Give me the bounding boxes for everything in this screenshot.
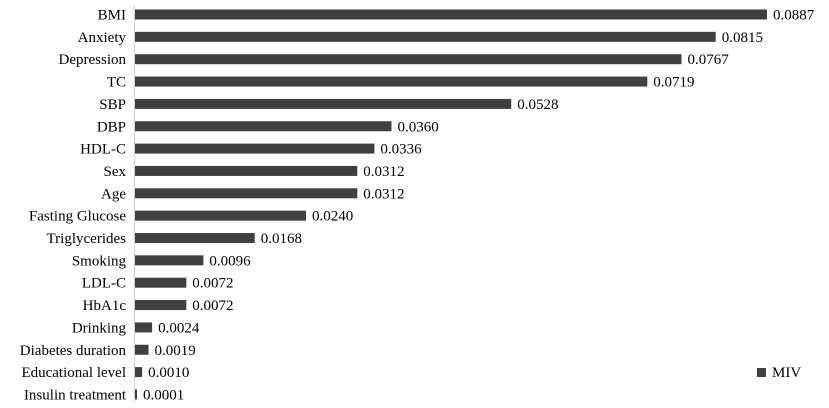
category-label-hdl-c: HDL-C — [80, 142, 126, 158]
value-label-smoking: 0.0096 — [209, 253, 251, 269]
bar-tc — [135, 76, 648, 87]
value-labels: 0.0887 0.0815 0.0767 0.0719 0.0528 0.0360 0.03… — [143, 8, 815, 404]
legend-swatch — [757, 368, 766, 377]
category-label-ldl-c: LDL-C — [82, 276, 126, 292]
bar-sbp — [135, 98, 512, 109]
category-label-tc: TC — [107, 75, 126, 91]
value-label-hdl-c: 0.0336 — [380, 142, 422, 158]
bar-drinking — [135, 322, 153, 333]
value-label-depression: 0.0767 — [688, 52, 730, 68]
bar-dbp — [135, 121, 392, 132]
value-label-hba1c: 0.0072 — [192, 298, 233, 314]
value-label-sex: 0.0312 — [363, 164, 404, 180]
bar-diabetes-duration — [135, 344, 149, 355]
category-label-educational-level: Educational level — [21, 365, 126, 381]
bar-hba1c — [135, 300, 187, 311]
category-label-depression: Depression — [59, 52, 127, 68]
value-label-insulin-treatment: 0.0001 — [143, 387, 184, 403]
value-label-fasting-glucose: 0.0240 — [312, 209, 353, 225]
bar-smoking — [135, 255, 204, 266]
category-label-bmi: BMI — [98, 8, 126, 24]
category-label-sex: Sex — [104, 164, 127, 180]
value-label-tc: 0.0719 — [653, 75, 694, 91]
bar-bmi — [135, 9, 767, 20]
bar-anxiety — [135, 31, 716, 42]
category-label-drinking: Drinking — [72, 320, 127, 336]
value-label-anxiety: 0.0815 — [722, 30, 763, 46]
category-label-age: Age — [101, 186, 126, 202]
category-label-sbp: SBP — [99, 97, 126, 113]
category-label-smoking: Smoking — [72, 253, 127, 269]
bar-educational-level — [135, 367, 143, 378]
bars-layer — [135, 9, 767, 400]
bar-sex — [135, 165, 358, 176]
category-label-diabetes-duration: Diabetes duration — [20, 343, 127, 359]
category-label-anxiety: Anxiety — [78, 30, 127, 46]
legend: MIV — [757, 365, 801, 381]
category-label-hba1c: HbA1c — [83, 298, 127, 314]
bar-fasting-glucose — [135, 210, 306, 221]
value-label-triglycerides: 0.0168 — [261, 231, 302, 247]
value-label-age: 0.0312 — [363, 186, 404, 202]
value-label-dbp: 0.0360 — [398, 119, 439, 135]
category-label-dbp: DBP — [97, 119, 126, 135]
bar-triglycerides — [135, 233, 255, 243]
bar-hdl-c — [135, 143, 375, 154]
category-label-fasting-glucose: Fasting Glucose — [29, 209, 126, 225]
value-label-ldl-c: 0.0072 — [192, 276, 233, 292]
bar-age — [135, 188, 358, 199]
value-label-diabetes-duration: 0.0019 — [155, 343, 196, 359]
category-labels: BMI Anxiety Depression TC SBP DBP HDL-C Sex Age F… — [20, 8, 127, 404]
bar-insulin-treatment — [135, 389, 137, 400]
value-label-sbp: 0.0528 — [517, 97, 558, 113]
category-label-insulin-treatment: Insulin treatment — [24, 387, 127, 403]
value-label-educational-level: 0.0010 — [148, 365, 189, 381]
value-label-bmi: 0.0887 — [773, 8, 815, 24]
legend-label: MIV — [772, 365, 801, 381]
bar-ldl-c — [135, 277, 187, 288]
value-label-drinking: 0.0024 — [158, 320, 200, 336]
bar-depression — [135, 54, 682, 65]
category-label-triglycerides: Triglycerides — [47, 231, 127, 247]
